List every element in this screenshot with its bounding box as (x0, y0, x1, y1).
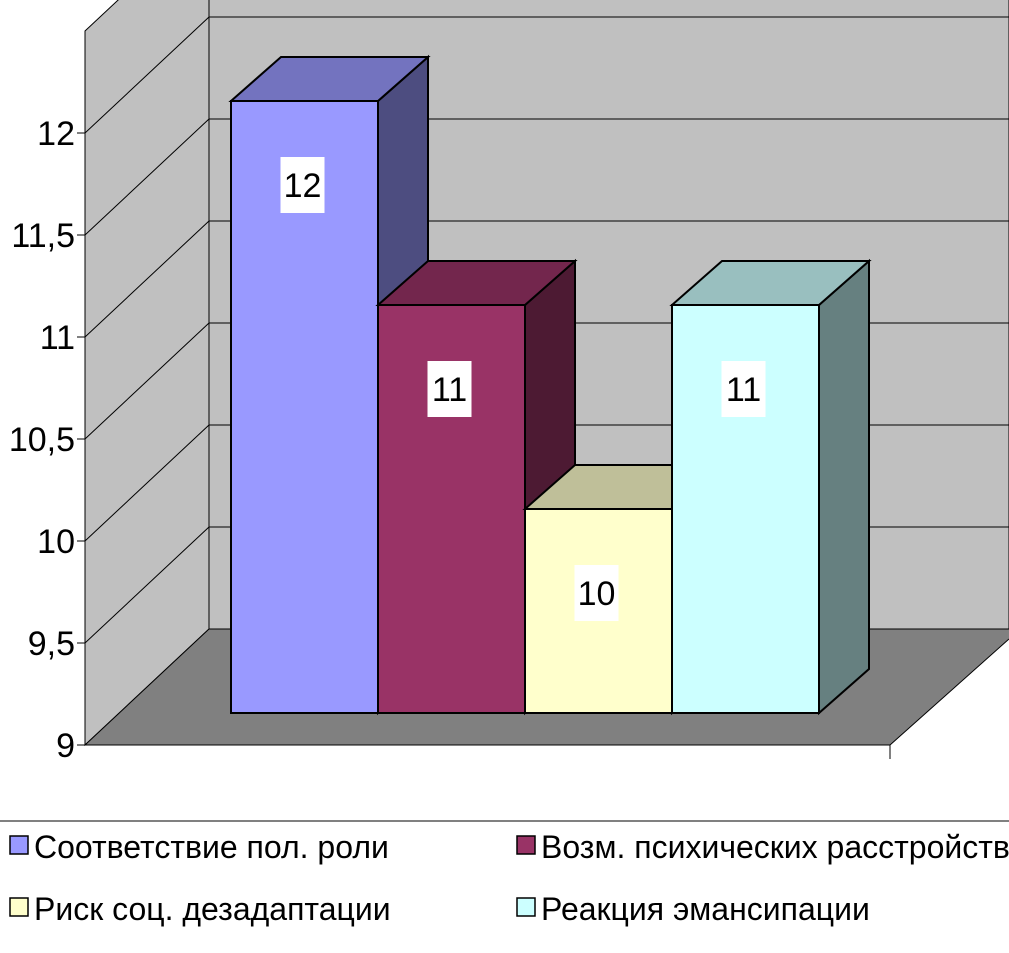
data-label-text: 10 (578, 575, 616, 613)
gridline-side (84, 118, 210, 236)
gridline-side (84, 526, 210, 644)
floor-right-edge (889, 638, 1009, 746)
legend-item: Реакция эмансипации (516, 891, 870, 927)
y-tick-label: 10,5 (9, 421, 75, 459)
data-label: 12 (280, 157, 325, 213)
legend-swatch (9, 835, 29, 855)
legend-item: Соответствие пол. роли (9, 829, 389, 865)
data-label-text: 11 (432, 371, 467, 409)
legend-label: Риск соц. дезадаптации (34, 891, 391, 927)
data-label: 11 (427, 361, 472, 417)
legend-item: Риск соц. дезадаптации (9, 891, 391, 927)
bars (228, 54, 872, 716)
data-label: 10 (574, 565, 619, 621)
side-wall (84, 0, 210, 747)
y-tick-label: 9 (56, 727, 75, 765)
gridline-side (84, 322, 210, 440)
y-tick-label: 9,5 (28, 625, 75, 663)
gridline-side (84, 424, 210, 542)
legend-item: Возм. психических расстройств (516, 829, 1009, 865)
legend-label: Реакция эмансипации (541, 891, 870, 927)
legend-label: Возм. психических расстройств (541, 829, 1009, 865)
y-tick-label: 11,5 (11, 217, 75, 255)
data-label-box (574, 565, 619, 621)
legend-label: Соответствие пол. роли (34, 829, 389, 865)
gridline-side (84, 628, 210, 746)
data-label-box (427, 361, 472, 417)
data-label: 11 (721, 361, 766, 417)
legend-swatch (516, 897, 536, 917)
data-label-box (280, 157, 325, 213)
y-tick-label: 12 (37, 115, 75, 153)
legend-swatch (516, 835, 536, 855)
y-tick-label: 11 (40, 319, 75, 357)
legend: Соответствие пол. роли Возм. психических … (0, 820, 1009, 927)
gridline-side (84, 220, 210, 338)
y-axis: 9 9,5 10 10,5 11 11,5 12 (9, 31, 86, 765)
gridline-side (84, 16, 210, 134)
bar-side (818, 258, 870, 716)
legend-swatch (9, 897, 29, 917)
data-labels: 12 11 10 11 (280, 157, 766, 621)
data-label-text: 11 (726, 371, 761, 409)
y-tick-label: 10 (37, 523, 75, 561)
bar (669, 258, 872, 716)
data-label-text: 12 (284, 167, 322, 205)
data-label-box (721, 361, 766, 417)
